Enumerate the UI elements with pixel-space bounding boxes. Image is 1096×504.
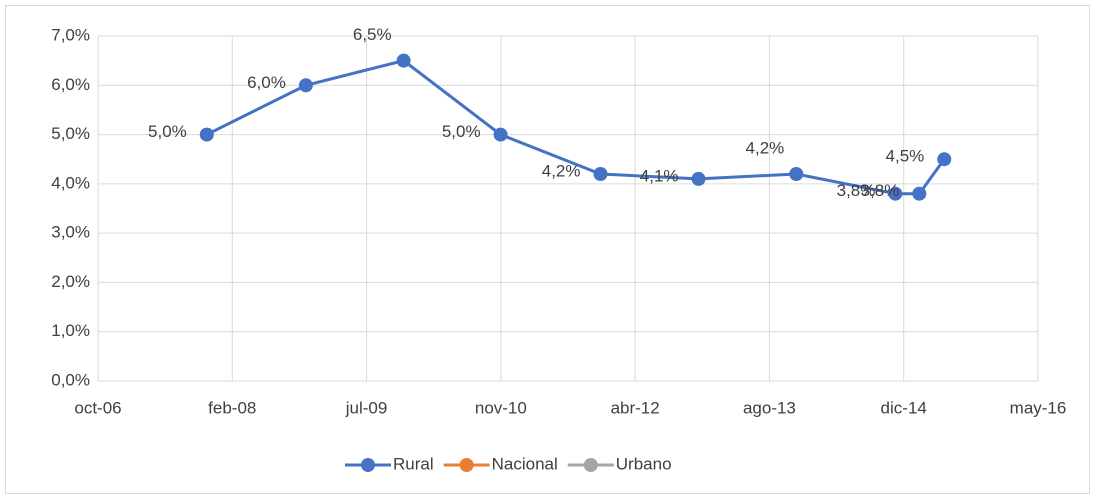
marker — [493, 127, 508, 142]
data-label: 4,2% — [542, 161, 581, 180]
legend-marker — [583, 458, 598, 472]
x-tick-label: may-16 — [1010, 398, 1067, 417]
marker — [888, 186, 903, 201]
marker — [912, 186, 927, 201]
data-label: 5,0% — [148, 122, 187, 141]
legend-label: Rural — [393, 454, 434, 473]
data-label: 4,2% — [746, 138, 785, 157]
x-tick-label: abr-12 — [611, 398, 660, 417]
data-label: 3,8% — [837, 181, 876, 200]
x-tick-label: jul-09 — [345, 398, 388, 417]
x-tick-label: feb-08 — [208, 398, 256, 417]
data-label: 3,8% — [861, 181, 900, 200]
marker — [937, 152, 952, 167]
y-tick-label: 3,0% — [51, 223, 90, 242]
marker — [298, 78, 313, 93]
legend-marker — [459, 458, 474, 472]
x-tick-label: oct-06 — [74, 398, 121, 417]
x-tick-label: dic-14 — [881, 398, 927, 417]
data-label: 6,5% — [353, 25, 392, 44]
marker — [789, 167, 804, 181]
marker — [593, 167, 608, 181]
marker — [691, 171, 706, 186]
x-tick-label: nov-10 — [475, 398, 527, 417]
y-tick-label: 4,0% — [51, 173, 90, 192]
legend-label: Urbano — [616, 454, 672, 473]
y-tick-label: 2,0% — [51, 272, 90, 291]
marker — [396, 53, 411, 68]
marker — [199, 127, 214, 142]
data-label: 4,1% — [640, 166, 679, 185]
y-tick-label: 7,0% — [51, 25, 90, 44]
x-tick-label: ago-13 — [743, 398, 796, 417]
data-label: 5,0% — [442, 122, 481, 141]
legend-label: Nacional — [492, 454, 558, 473]
y-tick-label: 5,0% — [51, 124, 90, 143]
y-tick-label: 0,0% — [51, 370, 90, 389]
legend-marker — [361, 458, 375, 472]
data-label: 4,5% — [886, 147, 925, 166]
chart-border — [5, 5, 1090, 494]
line — [206, 59, 946, 196]
y-tick-label: 6,0% — [51, 75, 90, 94]
y-tick-label: 1,0% — [51, 321, 90, 340]
data-label: 6,0% — [247, 73, 286, 92]
